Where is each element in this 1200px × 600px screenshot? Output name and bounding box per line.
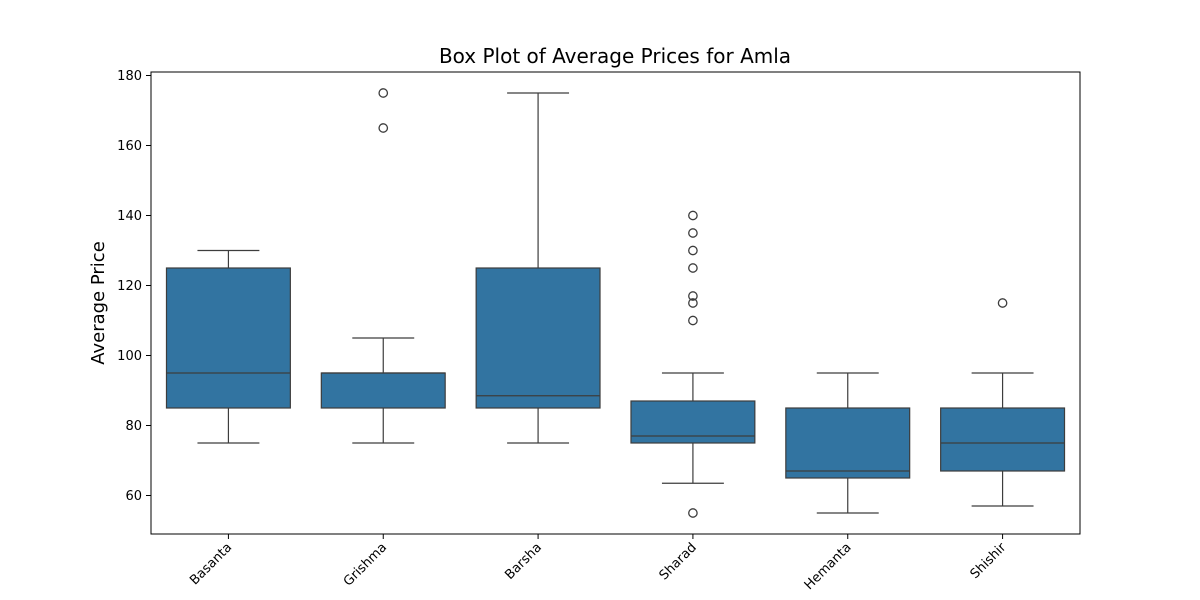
box-barsha: [475, 92, 601, 444]
outlier-point: [688, 315, 698, 326]
box-basanta: [165, 249, 291, 444]
y-tick-label: 60: [125, 489, 142, 504]
y-tick-label: 140: [117, 209, 142, 224]
y-tick-label: 120: [117, 279, 142, 294]
x-tick-label: Grishma: [341, 540, 390, 589]
outlier-point: [688, 245, 698, 256]
x-tick-label: Shishir: [968, 540, 1010, 582]
box-sharad: [630, 210, 756, 518]
box-iqr: [320, 372, 446, 409]
box-iqr: [475, 267, 601, 409]
box-iqr: [940, 407, 1066, 472]
y-axis: 60 80 100 120 140 160 180: [117, 69, 151, 504]
outlier-point: [688, 263, 698, 273]
outlier-point: [688, 298, 698, 308]
box-grishma: [320, 88, 446, 444]
box-iqr: [630, 400, 756, 444]
boxes-group: [165, 88, 1066, 518]
plot-frame: [150, 71, 1081, 535]
box-iqr: [165, 267, 291, 409]
chart-title: Box Plot of Average Prices for Amla: [439, 44, 791, 68]
y-tick-label: 180: [117, 69, 142, 84]
outlier-point: [688, 508, 698, 518]
outlier-point: [378, 88, 389, 98]
box-iqr: [785, 407, 911, 479]
x-tick-label: Barsha: [502, 540, 545, 583]
y-tick-label: 80: [125, 419, 142, 434]
y-axis-label: Average Price: [88, 241, 109, 365]
box-shishir: [940, 298, 1066, 507]
outlier-point: [378, 123, 389, 133]
outlier-point: [688, 291, 698, 301]
y-tick-label: 100: [117, 349, 142, 364]
outlier-point: [688, 210, 698, 221]
y-tick-label: 160: [117, 139, 142, 154]
x-tick-label: Sharad: [657, 540, 700, 583]
x-tick-label: Basanta: [187, 540, 235, 588]
box-hemanta: [785, 372, 911, 514]
outlier-point: [688, 228, 698, 238]
x-axis: Basanta Grishma Barsha Sharad Hemanta Shishir: [187, 534, 1010, 593]
outlier-point: [997, 298, 1008, 308]
x-tick-label: Hemanta: [802, 540, 855, 593]
